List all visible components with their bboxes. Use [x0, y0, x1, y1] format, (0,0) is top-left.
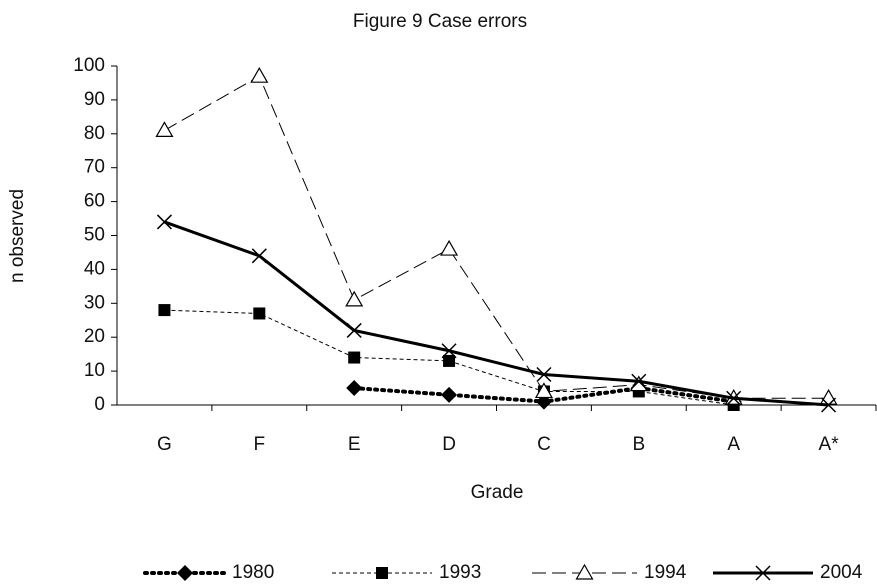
marker-diamond: [346, 380, 363, 397]
x-tick-label: A: [727, 434, 740, 455]
marker-cross: [251, 248, 267, 264]
x-axis-label: Grade: [471, 482, 524, 503]
y-tick-label: 60: [84, 191, 105, 212]
x-tick-label: D: [442, 434, 456, 455]
chart-title: Figure 9 Case errors: [353, 11, 527, 32]
marker-triangle: [575, 563, 594, 580]
marker-triangle: [534, 382, 553, 399]
y-tick-label: 100: [73, 55, 105, 76]
y-tick-label: 20: [84, 326, 105, 347]
x-tick-label: B: [632, 434, 645, 455]
y-tick-label: 30: [84, 292, 105, 313]
marker-cross: [441, 343, 457, 359]
x-tick-label: A*: [819, 434, 840, 455]
legend-label: 1994: [644, 562, 687, 583]
y-tick-label: 10: [84, 360, 105, 381]
legend-label: 1993: [439, 562, 481, 583]
series-line: [164, 75, 829, 399]
y-tick-label: 50: [84, 225, 105, 246]
y-tick-label: 40: [84, 258, 105, 279]
marker-square: [348, 351, 361, 364]
marker-square: [158, 304, 171, 317]
x-tick-label: F: [254, 434, 266, 455]
legend-label: 2004: [820, 562, 863, 583]
marker-square: [376, 567, 388, 579]
marker-square: [253, 307, 266, 320]
marker-triangle: [440, 239, 459, 256]
marker-triangle: [629, 375, 648, 392]
y-tick-label: 70: [84, 157, 105, 178]
x-tick-label: E: [348, 434, 361, 455]
x-tick-label: G: [157, 434, 172, 455]
series-line: [163, 220, 829, 407]
y-axis-label: n observed: [7, 189, 28, 283]
legend-label: 1980: [232, 562, 274, 583]
marker-triangle: [250, 66, 269, 83]
marker-cross: [821, 397, 837, 413]
marker-cross: [726, 390, 742, 406]
marker-diamond: [441, 386, 458, 403]
marker-triangle: [819, 389, 838, 405]
marker-triangle: [155, 121, 174, 138]
marker-cross: [631, 373, 647, 389]
y-tick-label: 80: [84, 123, 105, 144]
marker-cross: [156, 214, 172, 230]
x-tick-label: C: [537, 434, 551, 455]
y-tick-label: 90: [84, 89, 105, 110]
marker-diamond: [177, 565, 193, 581]
marker-triangle: [345, 290, 364, 307]
marker-cross: [755, 565, 771, 581]
marker-square: [443, 354, 456, 367]
y-tick-label: 0: [94, 394, 105, 415]
marker-cross: [536, 366, 552, 383]
marker-cross: [346, 322, 362, 338]
